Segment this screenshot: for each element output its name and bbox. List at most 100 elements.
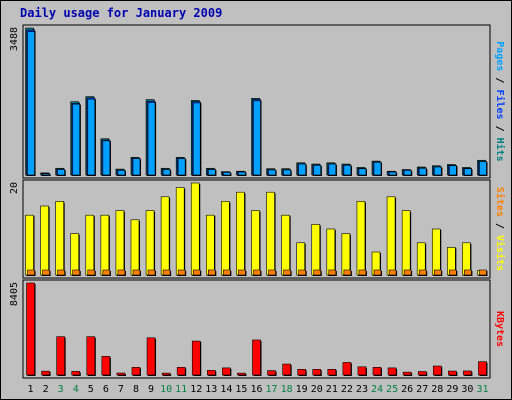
kbytes-bar — [282, 363, 292, 376]
visits-bar — [236, 191, 246, 276]
kbytes-bar — [56, 336, 66, 376]
sites-bar-fill — [268, 269, 276, 276]
kbytes-bar-fill — [402, 371, 412, 376]
visits-bar — [341, 233, 351, 276]
legend-label: KBytes — [494, 311, 505, 347]
visits-bar-fill — [190, 182, 200, 276]
visits-bar-fill — [356, 201, 366, 276]
visits-bar — [55, 201, 65, 276]
pages-bar — [223, 172, 232, 176]
sites-bar — [328, 269, 337, 276]
visits-bar — [356, 201, 366, 276]
kbytes-bar-fill — [282, 363, 291, 376]
kbytes-bar — [71, 371, 81, 376]
visits-bar — [386, 196, 397, 276]
kbytes-bar-fill — [252, 339, 261, 376]
sites-bar-fill — [449, 269, 457, 276]
pages-bar-fill — [147, 102, 156, 176]
x-tick-label: 26 — [401, 384, 413, 395]
x-tick-label: 9 — [148, 384, 154, 395]
kbytes-bar-fill — [101, 356, 111, 376]
kbytes-bar-fill — [176, 367, 186, 376]
x-tick-label: 22 — [341, 384, 353, 395]
visits-bar-fill — [100, 214, 110, 276]
pages-bar-fill — [177, 158, 186, 176]
visits-bar-fill — [341, 233, 351, 276]
kbytes-bar-fill — [387, 367, 397, 376]
visits-bar-fill — [115, 210, 125, 276]
pages-bar-fill — [208, 169, 216, 176]
pages-bar — [192, 102, 202, 176]
visits-bar-fill — [386, 196, 396, 276]
kbytes-bar-fill — [86, 336, 96, 376]
pages-bar-fill — [464, 168, 472, 176]
panel-kbytes: 8405 KBytes — [9, 279, 505, 379]
visits-bar — [311, 224, 321, 276]
visits-bar — [251, 210, 261, 276]
sites-bar-fill — [87, 269, 96, 276]
legend-entry: / — [494, 71, 505, 89]
kbytes-bar-fill — [372, 367, 382, 376]
visits-bar-fill — [251, 210, 260, 276]
legend-label: Sites / Visits — [494, 187, 506, 271]
sites-bar-fill — [147, 269, 156, 276]
pages-bar-fill — [283, 169, 291, 176]
visits-bar — [70, 233, 80, 276]
x-tick-label: 29 — [446, 384, 458, 395]
kbytes-bar — [312, 369, 322, 376]
sites-bar-fill — [238, 269, 246, 276]
pages-bar-fill — [223, 172, 231, 176]
kbytes-bar-fill — [478, 361, 487, 376]
x-tick-label: 27 — [416, 384, 428, 395]
visits-bar-fill — [130, 219, 140, 276]
sites-bar — [449, 269, 458, 276]
sites-bar-fill — [162, 269, 171, 276]
sites-bar-fill — [208, 269, 216, 276]
legend-entry: / — [494, 120, 505, 138]
pages-bar — [328, 163, 337, 176]
kbytes-bar-fill — [26, 282, 35, 376]
pages-bar — [238, 171, 247, 176]
kbytes-bar — [191, 340, 202, 376]
visits-bar-fill — [266, 191, 275, 276]
kbytes-bar — [297, 369, 307, 376]
kbytes-bar — [387, 367, 398, 376]
sites-bar — [298, 269, 307, 276]
legend-entry: Visits — [494, 235, 506, 271]
kbytes-bar — [372, 367, 383, 376]
x-tick-label: 23 — [356, 384, 368, 395]
kbytes-bar — [342, 362, 352, 376]
sites-bar-fill — [358, 269, 367, 276]
kbytes-bar — [146, 337, 157, 376]
sites-bar — [358, 269, 367, 276]
pages-bar — [479, 161, 488, 176]
sites-bar-fill — [373, 269, 382, 276]
sites-bar — [268, 269, 277, 276]
sites-bar — [147, 269, 157, 276]
kbytes-bar-fill — [267, 370, 276, 376]
sites-bar — [479, 269, 488, 276]
visits-bar-fill — [326, 228, 336, 276]
sites-bar — [177, 269, 187, 276]
pages-bar-fill — [358, 168, 367, 176]
sites-bar-fill — [403, 269, 412, 276]
pages-bar — [253, 100, 262, 176]
pages-bar — [102, 140, 111, 176]
pages-bar — [57, 169, 66, 176]
sites-bar — [343, 269, 352, 276]
visits-bar-fill — [40, 205, 49, 276]
sites-bar — [464, 269, 473, 276]
kbytes-bar-fill — [237, 372, 246, 376]
x-tick-label: 28 — [431, 384, 443, 395]
pages-bar — [313, 165, 322, 176]
kbytes-bar — [252, 339, 262, 376]
sites-bar-fill — [27, 269, 35, 276]
pages-bar — [464, 168, 473, 176]
kbytes-bar-fill — [448, 370, 457, 376]
kbytes-bar-fill — [56, 336, 65, 376]
legend-entry: Pages — [494, 41, 505, 71]
x-tick-label: 1 — [28, 384, 34, 395]
visits-bar — [145, 210, 156, 276]
kbytes-bar-fill — [71, 371, 81, 376]
